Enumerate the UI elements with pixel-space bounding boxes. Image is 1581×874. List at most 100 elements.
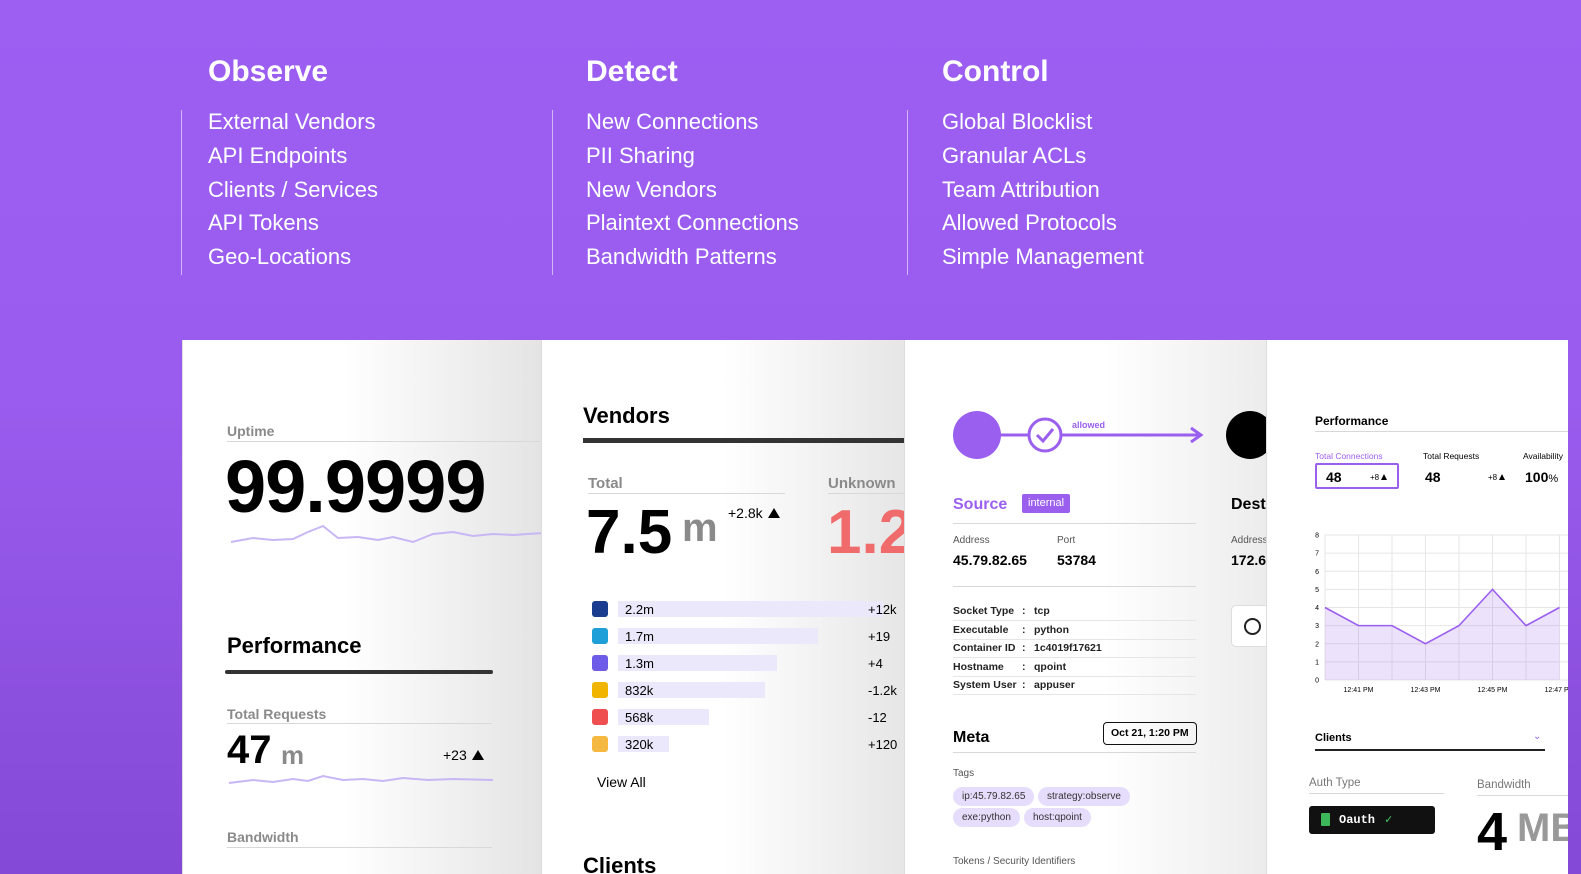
section-title: Clients [583,853,657,874]
auth-chip: Oauth ✓ [1309,806,1435,834]
vendor-bar [618,736,669,752]
section-title: Meta [953,729,990,746]
delta: +8 [1370,473,1388,482]
delta-text: +8 [1370,473,1380,482]
feature-item: Granular ACLs [942,142,1087,168]
detail-cell: : [1022,605,1026,617]
rule [1315,431,1568,432]
feature-item: New Connections [586,109,759,134]
tag: ip:45.79.82.65 [953,787,1035,806]
feature-item: New Vendors [586,176,717,202]
vendor-bar [618,682,765,698]
link[interactable]: View All [597,774,646,790]
vendor-value: 832k [625,683,654,698]
column-title: Detect [586,55,678,88]
divider [552,110,553,275]
decoration [1035,428,1055,444]
label: Bandwidth [1477,779,1531,791]
panel-title: Vendors [583,403,670,428]
feature-item: Simple Management [942,244,1144,270]
detail-cell: qpoint [1034,660,1067,673]
vendor-bar [618,628,818,644]
vendor-icon [592,682,608,698]
delta-text: +8 [1488,473,1498,482]
y-tick-label: 8 [1315,533,1319,540]
vendor-value: 320k [625,737,654,752]
highlight-box [1315,463,1399,489]
metric-unit: % [1548,473,1559,485]
rule [1315,749,1545,751]
vendor-bar [618,601,883,617]
metric-value: 100% [1525,470,1558,485]
detail-cell: appuser [1034,679,1075,691]
label: Total [588,475,623,492]
rule [953,586,1196,587]
delta: +8 [1488,473,1506,482]
metric-value: 48 [1425,469,1441,485]
feature-item: Clients / Services [208,176,378,202]
detail-cell: tcp [1034,605,1050,617]
tag: exe:python [953,808,1020,827]
detail-cell: Socket Type [953,605,1015,617]
feature-item: Team Attribution [942,176,1100,202]
section-title: Performance [227,633,362,658]
metric-value: 47 [227,728,272,772]
label: Address [953,535,990,546]
label: Tags [953,768,975,779]
tag: host:qpoint [1024,808,1091,827]
label: Unknown [828,475,896,492]
decoration [953,411,1001,459]
metric-value: 48 [1326,469,1342,485]
delta-text: +23 [443,747,467,763]
rule [953,523,1196,524]
y-tick-label: 6 [1315,569,1319,576]
label: Tokens / Security Identifiers [953,856,1076,867]
label: Total Requests [227,706,327,722]
x-tick-label: 12:47 PM [1545,687,1568,694]
column-title: Observe [208,55,329,88]
status: allowed [1072,420,1106,430]
up-icon [1381,474,1388,480]
sparkline [230,524,541,544]
x-tick-label: 12:43 PM [1411,687,1441,694]
vendor-icon [592,601,608,617]
y-tick-label: 3 [1315,623,1319,630]
feature-item: API Tokens [208,210,319,236]
vendor-delta: +120 [868,737,898,752]
vendor-delta: +12k [868,602,897,617]
vendor-delta: +19 [868,629,891,644]
feature-item: Bandwidth Patterns [586,244,777,270]
performance-panel: Performance Total Connections 48 +8 Tota… [1266,340,1568,874]
vendor-bar [618,655,777,671]
up-icon [471,750,484,760]
icon-box [1231,605,1266,647]
detail-cell: : [1022,679,1026,691]
metric-value: 1.2 [827,498,904,567]
divider [907,110,908,275]
rule [1477,795,1568,796]
rule [225,670,493,674]
delta: +2.8k [728,506,780,520]
detail-cell: python [1034,623,1069,636]
vendor-bar [618,709,709,725]
decoration: ✓ [1385,813,1393,827]
detail-cell: : [1022,660,1026,673]
detail-cell: 1c4019f17621 [1034,642,1102,654]
y-tick-label: 5 [1315,587,1319,594]
rule [953,752,1196,753]
metric-unit: m [682,506,718,550]
metric-number: 100 [1525,469,1549,485]
vendor-value: 1.7m [625,629,654,644]
y-tick-label: 2 [1315,641,1319,648]
vendor-icon [592,736,608,752]
auth-value: Oauth [1339,813,1376,827]
section-title: Source [953,496,1008,513]
label: Auth Type [1309,777,1361,789]
date-chip: Oct 21, 1:20 PM [1103,722,1197,745]
uptime-value: 99.9999 [225,445,486,528]
label: Bandwidth [227,829,299,845]
chart: 0 1 2 3 4 5 6 7 8 12:41 PM 12:43 PM 12:45 PM 12:47 P… [1315,533,1568,694]
x-tick-label: 12:45 PM [1478,687,1508,694]
rule [953,620,1196,621]
